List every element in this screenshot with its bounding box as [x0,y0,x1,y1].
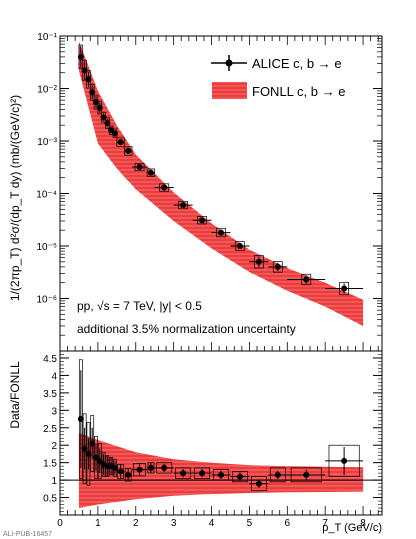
legend-data-marker [225,59,233,67]
ratio-data-point [147,464,154,471]
data-point [104,120,111,127]
y-axis-label: 1/(2πp_T) d²σ/(dp_T dy) (mb/(GeV/c)²) [8,95,22,301]
ratio-y-tick-label: 2 [51,441,57,452]
source-id: ALI-PUB-16457 [3,531,52,538]
ratio-data-point [255,480,262,487]
data-point [274,263,281,270]
ratio-data-point [77,416,84,423]
data-point [85,76,92,83]
ratio-x-axis-ticks: 0 1 2 3 4 5 6 7 8 [57,506,379,529]
ratio-y-tick-label: 3 [51,406,57,417]
spectrum-panel: 10⁻⁷10⁻⁶10⁻⁵10⁻⁴10⁻³10⁻²10⁻¹ 1/(2πp_T) d… [8,32,383,352]
ratio-y-tick-label: 3.5 [43,389,57,400]
legend-band-swatch [212,82,247,99]
legend: ALICE c, b → e FONLL c, b → e [211,55,345,99]
ratio-data-point [89,440,96,447]
data-point [89,89,96,96]
data-point [117,139,124,146]
legend-band-label: FONLL c, b → e [252,84,345,99]
x-tick-label: 3 [171,518,177,529]
ratio-data-point [117,468,124,475]
data-point [92,99,99,106]
y-tick-label: 10⁻³ [37,137,57,148]
data-point [341,285,348,292]
ratio-y-axis-label: Data/FONLL [8,361,22,429]
ratio-data-point [111,464,118,471]
data-points [77,46,364,294]
data-point [218,229,224,236]
x-tick-label: 2 [133,518,139,529]
ratio-fonll-band [78,433,364,508]
x-axis-label: p_T (GeV/c) [322,522,382,534]
data-point [199,217,206,224]
x-tick-label: 4 [209,518,215,529]
fonll-band-area [78,41,364,326]
annotation-line2: additional 3.5% normalization uncertaint… [77,322,296,336]
x-tick-label: 6 [285,518,291,529]
ratio-band-area [78,433,364,508]
ratio-data-point [199,470,206,477]
ratio-data-point [81,445,88,452]
ratio-y-axis-ticks: 0.5 1 1.5 2 2.5 3 3.5 4 4.5 [43,350,382,512]
x-tick-label: 5 [247,518,253,529]
ratio-panel: 0.5 1 1.5 2 2.5 3 3.5 4 4.5 0 1 2 3 4 5 6 7 8 Data/FONLL… [8,350,383,534]
annotation-line1: pp, √s = 7 TeV, |y| < 0.5 [77,299,202,313]
x-tick-label: 8 [360,518,366,529]
y-tick-label: 10⁻¹ [37,32,57,43]
legend-data-label: ALICE c, b → e [252,56,342,71]
data-point [125,147,132,154]
data-point [236,243,243,249]
ratio-data-point [303,471,310,478]
data-point [136,163,143,170]
fonll-band [78,41,364,326]
ratio-data-point [236,473,243,480]
x-tick-label: 7 [322,518,328,529]
data-point [161,184,168,191]
data-point [111,130,118,137]
ratio-data-point [136,466,143,473]
y-tick-label: 10⁻⁴ [36,190,57,201]
x-tick-label: 0 [57,518,63,529]
ratio-data-point [85,450,92,457]
data-point [303,276,310,283]
y-tick-label: 10⁻² [37,85,57,96]
data-point [147,169,154,176]
data-point [255,258,262,265]
x-tick-label: 1 [95,518,101,529]
data-point [96,104,103,111]
data-point [180,202,187,209]
ratio-y-tick-label: 1 [51,476,57,487]
ratio-frame [59,350,383,516]
data-point [81,67,88,74]
ratio-data-point [341,457,348,464]
data-point [77,53,84,60]
ratio-data-point [161,464,168,471]
ratio-data-point [96,457,103,464]
y-tick-label: 10⁻⁵ [36,242,57,253]
ratio-y-tick-label: 4 [51,371,57,382]
y-axis-ticks: 10⁻⁷10⁻⁶10⁻⁵10⁻⁴10⁻³10⁻²10⁻¹ [36,32,382,352]
ratio-y-tick-label: 1.5 [43,459,57,470]
y-tick-label: 10⁻⁶ [36,295,57,306]
ratio-data-points [77,370,364,488]
ratio-data-point [92,454,99,461]
data-point [100,114,107,121]
ratio-y-tick-label: 0.5 [43,494,57,505]
ratio-data-point [218,471,224,478]
ratio-data-point [274,471,281,478]
ratio-y-tick-label: 4.5 [43,354,57,365]
ratio-y-tick-label: 2.5 [43,424,57,435]
x-axis-ticks [59,36,379,351]
ratio-data-point [180,470,187,477]
ratio-data-point [125,471,132,478]
